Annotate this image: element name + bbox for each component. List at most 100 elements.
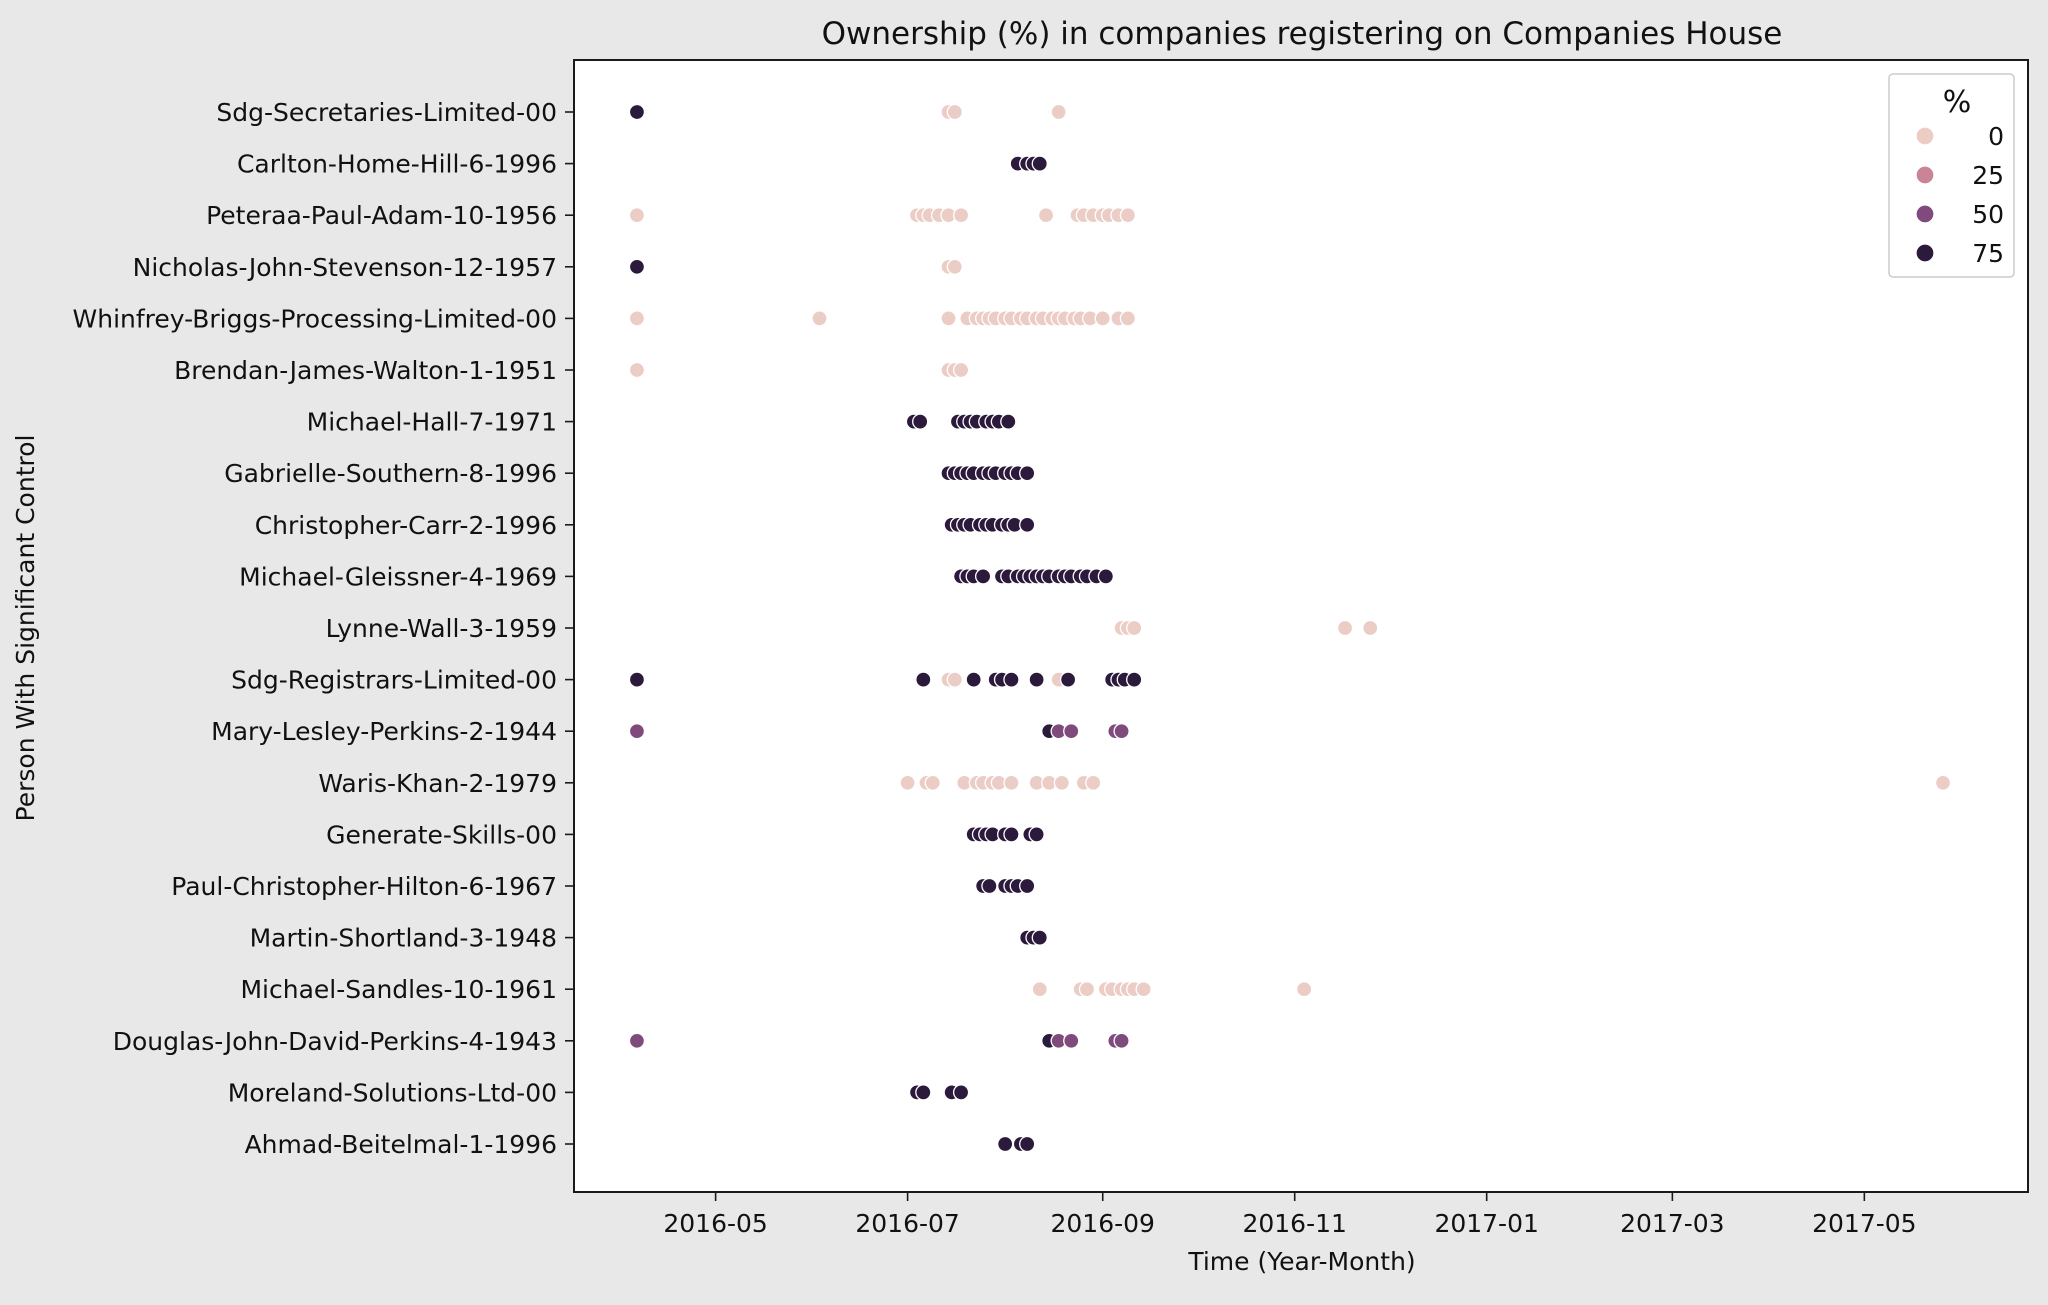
scatter-point [981, 877, 998, 895]
legend-label: 0 [1988, 122, 2004, 151]
scatter-point [1028, 826, 1045, 843]
scatter-point [628, 310, 646, 327]
scatter-point [1934, 774, 1952, 791]
scatter-point [628, 1032, 646, 1049]
scatter-point [946, 258, 963, 275]
scatter-point [1119, 207, 1137, 224]
x-tick-label: 2017-03 [1620, 1209, 1724, 1238]
legend-entries: 0 25 50 75 [1915, 122, 2004, 268]
scatter-point [1019, 877, 1036, 895]
y-tick-label: Whinfrey-Briggs-Processing-Limited-00 [73, 304, 558, 333]
y-tick-label: Paul-Christopher-Hilton-6-1967 [171, 872, 557, 901]
x-tick-label: 2016-07 [855, 1209, 959, 1238]
y-tick-label: Moreland-Solutions-Ltd-00 [228, 1078, 557, 1107]
y-tick-label: Carlton-Home-Hill-6-1996 [237, 150, 557, 179]
y-tick-label: Waris-Khan-2-1979 [318, 769, 557, 798]
scatter-point [997, 1135, 1014, 1153]
scatter-point [1031, 981, 1048, 998]
scatter-point [628, 723, 646, 740]
scatter-point [1097, 568, 1115, 585]
scatter-point [1003, 826, 1020, 843]
scatter-point [952, 207, 970, 224]
x-axis: 2016-05 2016-07 2016-09 2016-11 2017-01 2017-… [663, 1192, 1917, 1238]
scatter-point [1078, 981, 1096, 998]
legend-title: % [1943, 85, 1972, 120]
scatter-point [899, 774, 916, 791]
data-points [628, 103, 1952, 1153]
scatter-point [628, 671, 646, 688]
legend-marker [1915, 204, 1935, 224]
y-tick-label: Sdg-Registrars-Limited-00 [231, 666, 557, 695]
legend-label: 75 [1972, 239, 2004, 268]
x-axis-label: Time (Year-Month) [1187, 1247, 1415, 1276]
scatter-point [915, 671, 932, 688]
scatter-point [924, 774, 941, 791]
legend-marker [1915, 126, 1935, 146]
scatter-point [1362, 619, 1379, 637]
scatter-point [1031, 155, 1048, 172]
scatter-point [1094, 310, 1111, 327]
y-tick-label: Christopher-Carr-2-1996 [255, 511, 557, 540]
scatter-point [1113, 723, 1130, 740]
legend-marker [1915, 165, 1935, 185]
scatter-point [952, 361, 970, 379]
scatter-point [1050, 103, 1067, 121]
y-tick-label: Nicholas-John-Stevenson-12-1957 [133, 253, 557, 282]
scatter-point [1019, 465, 1036, 482]
scatter-point [1019, 516, 1036, 533]
scatter-point [1063, 723, 1080, 740]
y-tick-label: Martin-Shortland-3-1948 [250, 924, 557, 953]
scatter-point [1126, 671, 1143, 688]
scatter-point [965, 671, 982, 688]
scatter-point [628, 361, 646, 379]
scatter-point [811, 310, 828, 327]
scatter-point [946, 103, 963, 121]
scatter-point [1063, 1032, 1080, 1049]
scatter-point [1085, 774, 1102, 791]
scatter-point [940, 310, 957, 327]
y-tick-label: Michael-Sandles-10-1961 [240, 975, 557, 1004]
scatter-point [1037, 207, 1055, 224]
legend-label: 25 [1972, 161, 2004, 190]
scatter-point [1119, 310, 1137, 327]
y-tick-label: Peteraa-Paul-Adam-10-1956 [206, 201, 557, 230]
y-tick-label: Sdg-Secretaries-Limited-00 [216, 98, 557, 127]
y-tick-label: Michael-Hall-7-1971 [307, 408, 557, 437]
y-tick-label: Brendan-James-Walton-1-1951 [174, 356, 557, 385]
x-tick-label: 2016-09 [1050, 1209, 1154, 1238]
x-tick-label: 2017-01 [1434, 1209, 1538, 1238]
y-tick-label: Ahmad-Beitelmal-1-1996 [245, 1130, 557, 1159]
scatter-point [952, 1084, 970, 1101]
scatter-point [912, 413, 929, 430]
scatter-point [946, 671, 963, 688]
scatter-point [974, 568, 992, 585]
legend-box [1888, 73, 2015, 278]
y-axis-label: Person With Significant Control [11, 435, 40, 822]
legend: % 0 25 50 75 [1888, 73, 2015, 278]
scatter-point [1003, 774, 1020, 791]
scatter-point [1059, 671, 1077, 688]
scatter-point [1003, 671, 1020, 688]
scatter-point [1053, 774, 1070, 791]
scatter-point [628, 207, 646, 224]
scatter-point [1019, 1135, 1036, 1153]
x-tick-label: 2017-05 [1812, 1209, 1916, 1238]
y-tick-label: Douglas-John-David-Perkins-4-1943 [113, 1027, 557, 1056]
legend-label: 50 [1972, 200, 2004, 229]
scatter-point [1028, 671, 1045, 688]
legend-marker [1915, 243, 1935, 263]
scatter-point [1113, 1032, 1130, 1049]
scatter-point [628, 103, 646, 121]
plot-area [573, 59, 2029, 1193]
scatter-point [1135, 981, 1152, 998]
x-tick-label: 2016-11 [1242, 1209, 1346, 1238]
y-axis: Sdg-Secretaries-Limited-00 Carlton-Home-H… [73, 98, 574, 1159]
y-tick-label: Michael-Gleissner-4-1969 [239, 562, 557, 591]
scatter-point [1126, 619, 1143, 637]
y-tick-label: Lynne-Wall-3-1959 [326, 614, 557, 643]
y-tick-label: Gabrielle-Southern-8-1996 [224, 459, 557, 488]
x-tick-label: 2016-05 [663, 1209, 767, 1238]
y-tick-label: Generate-Skills-00 [326, 820, 557, 849]
